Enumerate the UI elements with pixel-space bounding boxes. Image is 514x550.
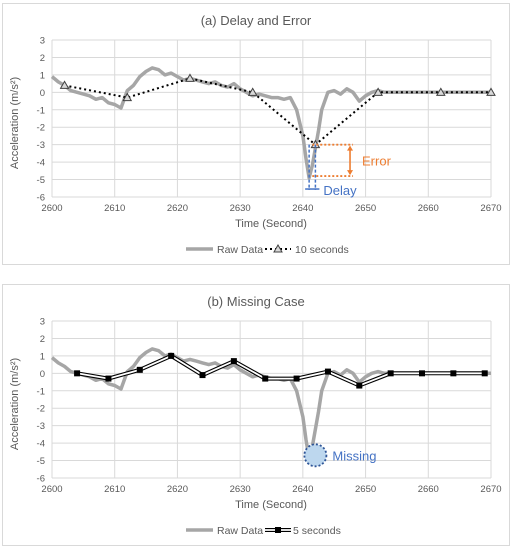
data-point-square (168, 352, 175, 359)
x-tick-label: 2600 (41, 484, 62, 495)
y-tick-label: -4 (37, 439, 45, 450)
y-tick-label: -6 (37, 193, 45, 204)
data-point-square (136, 366, 143, 373)
delay-annotation: Delay (323, 183, 357, 198)
series-line-5-seconds-inner (76, 354, 485, 387)
legend-label-10-seconds: 10 seconds (295, 244, 349, 256)
legend-label-raw-data: Raw Data (217, 525, 263, 537)
x-tick-label: 2650 (355, 203, 376, 214)
chart-panel-delay-error: (a) Delay and Error Acceleration (m/s²) … (2, 3, 510, 265)
series-line-raw-data (50, 347, 491, 461)
x-tick-label: 2620 (167, 203, 188, 214)
y-tick-label: 1 (40, 351, 45, 362)
y-tick-label: 2 (40, 334, 45, 345)
data-point-triangle (247, 87, 258, 96)
legend-marker-triangle (273, 243, 283, 253)
y-tick-label: -6 (37, 474, 45, 485)
legend-marker-square (275, 527, 281, 533)
y-tick-label: 3 (40, 317, 45, 328)
data-point-triangle (435, 87, 446, 96)
data-point-square (450, 370, 457, 377)
data-point-triangle (486, 87, 496, 96)
data-point-triangle (122, 92, 133, 102)
y-tick-label: -3 (37, 140, 45, 151)
x-tick-label: 2630 (230, 203, 251, 214)
x-tick-label: 2640 (292, 484, 313, 495)
y-tick-label: -2 (37, 123, 45, 134)
data-point-triangle (185, 73, 195, 82)
y-axis-label: Acceleration (m/s²) (9, 77, 21, 169)
data-point-square (481, 370, 488, 377)
x-tick-label: 2620 (167, 484, 188, 495)
missing-annotation: Missing (332, 448, 376, 463)
data-point-square (230, 358, 237, 365)
x-tick-label: 2600 (41, 203, 62, 214)
chart-delay-error: (a) Delay and Error Acceleration (m/s²) … (9, 13, 502, 256)
y-tick-label: -2 (37, 404, 45, 415)
y-tick-label: 1 (40, 70, 45, 81)
series-line-raw-data (50, 66, 491, 180)
y-tick-label: -5 (37, 175, 45, 186)
x-tick-label: 2630 (230, 484, 251, 495)
x-tick-label: 2660 (418, 203, 439, 214)
chart-missing-case: (b) Missing Case Acceleration (m/s²) Tim… (9, 294, 502, 537)
data-point-square (74, 370, 81, 377)
error-arrow-up (347, 145, 354, 151)
x-axis-label: Time (Second) (235, 499, 307, 511)
error-annotation: Error (362, 153, 392, 168)
chart-title: (a) Delay and Error (201, 13, 312, 28)
data-point-square (356, 382, 363, 389)
data-point-triangle (59, 80, 70, 89)
y-tick-label: 3 (40, 36, 45, 47)
y-tick-label: -3 (37, 421, 45, 432)
x-tick-label: 2610 (104, 203, 125, 214)
y-tick-label: -1 (37, 386, 45, 397)
x-tick-label: 2660 (418, 484, 439, 495)
missing-circle-marker (303, 443, 328, 468)
data-point-square (387, 370, 394, 377)
x-tick-label: 2640 (292, 203, 313, 214)
data-point-triangle (373, 87, 383, 96)
legend-label-5-seconds: 5 seconds (293, 525, 341, 537)
data-point-square (105, 375, 112, 382)
y-tick-label: 0 (40, 88, 45, 99)
y-tick-label: 2 (40, 53, 45, 64)
legend-label-raw-data: Raw Data (217, 244, 263, 256)
y-tick-label: -4 (37, 158, 45, 169)
x-tick-label: 2610 (104, 484, 125, 495)
y-tick-label: -1 (37, 105, 45, 116)
y-tick-label: 0 (40, 369, 45, 380)
x-axis-label: Time (Second) (235, 218, 307, 230)
chart-panel-missing-case: (b) Missing Case Acceleration (m/s²) Tim… (2, 284, 510, 546)
y-axis-label: Acceleration (m/s²) (9, 358, 21, 450)
data-point-square (293, 375, 300, 382)
error-arrow-down (347, 170, 354, 176)
x-tick-label: 2670 (480, 203, 501, 214)
data-point-square (324, 368, 331, 375)
y-tick-label: -5 (37, 456, 45, 467)
x-tick-label: 2650 (355, 484, 376, 495)
data-point-square (262, 375, 269, 382)
x-tick-label: 2670 (480, 484, 501, 495)
chart-title: (b) Missing Case (207, 294, 305, 309)
data-point-square (199, 372, 206, 379)
data-point-square (419, 370, 426, 377)
